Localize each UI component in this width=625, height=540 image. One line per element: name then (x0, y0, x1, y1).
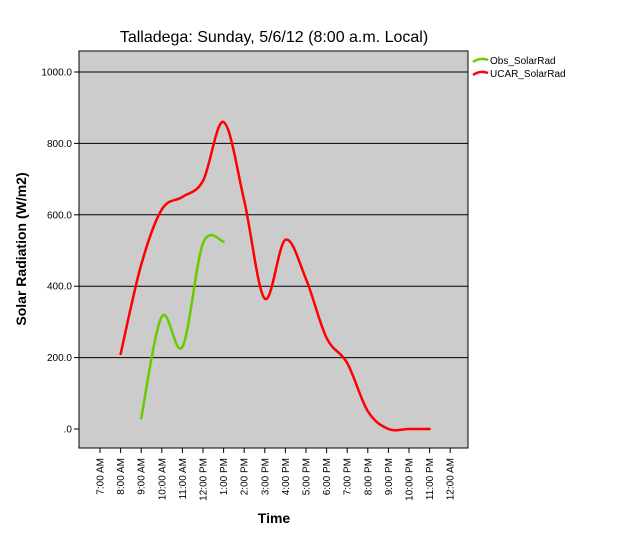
legend-swatch (472, 57, 489, 64)
x-tick-label: 1:00 PM (219, 458, 230, 495)
x-tick-label: 11:00 PM (425, 458, 436, 500)
y-tick-label: 200.0 (47, 353, 72, 364)
legend-label: Obs_SolarRad (490, 56, 556, 67)
x-axis-title: Time (258, 510, 291, 526)
x-tick-label: 11:00 AM (178, 458, 189, 500)
y-tick-label: 400.0 (47, 282, 72, 293)
x-tick-label: 5:00 PM (302, 458, 313, 495)
x-tick-label: 6:00 PM (322, 458, 333, 495)
x-tick-label: 12:00 AM (446, 458, 457, 500)
x-tick-label: 10:00 PM (405, 458, 416, 501)
chart-title: Talladega: Sunday, 5/6/12 (8:00 a.m. Loc… (120, 29, 428, 46)
x-tick-label: 12:00 PM (199, 458, 210, 501)
y-tick-label: .0 (64, 425, 73, 436)
axis-ticks: .0 200.0 400.0 600.0 800.0 1000.0 7:00 AM 8:00 … (41, 68, 456, 501)
x-tick-label: 9:00 AM (137, 458, 148, 495)
x-tick-label: 8:00 AM (116, 458, 127, 495)
x-tick-label: 8:00 PM (363, 458, 374, 495)
x-tick-label: 3:00 PM (260, 458, 271, 495)
plot-area (78, 50, 469, 449)
x-tick-label: 7:00 AM (96, 458, 107, 495)
y-tick-label: 800.0 (47, 139, 72, 150)
y-tick-label: 1000.0 (41, 68, 72, 79)
legend: Obs_SolarRad UCAR_SolarRad (472, 56, 566, 80)
x-tick-label: 9:00 PM (384, 458, 395, 495)
series-line-UCAR_SolarRad (119, 120, 431, 432)
gridlines (79, 71, 468, 359)
x-tick-label: 2:00 PM (240, 458, 251, 495)
x-tick-label: 4:00 PM (281, 458, 292, 495)
y-axis-title: Solar Radiation (W/m2) (13, 172, 29, 325)
series-line-Obs_SolarRad (139, 233, 225, 420)
series-lines (119, 120, 431, 432)
y-tick-label: 600.0 (47, 210, 72, 221)
x-tick-label: 7:00 PM (343, 458, 354, 495)
legend-label: UCAR_SolarRad (490, 69, 566, 80)
x-tick-label: 10:00 AM (157, 458, 168, 500)
legend-swatch (472, 70, 489, 77)
